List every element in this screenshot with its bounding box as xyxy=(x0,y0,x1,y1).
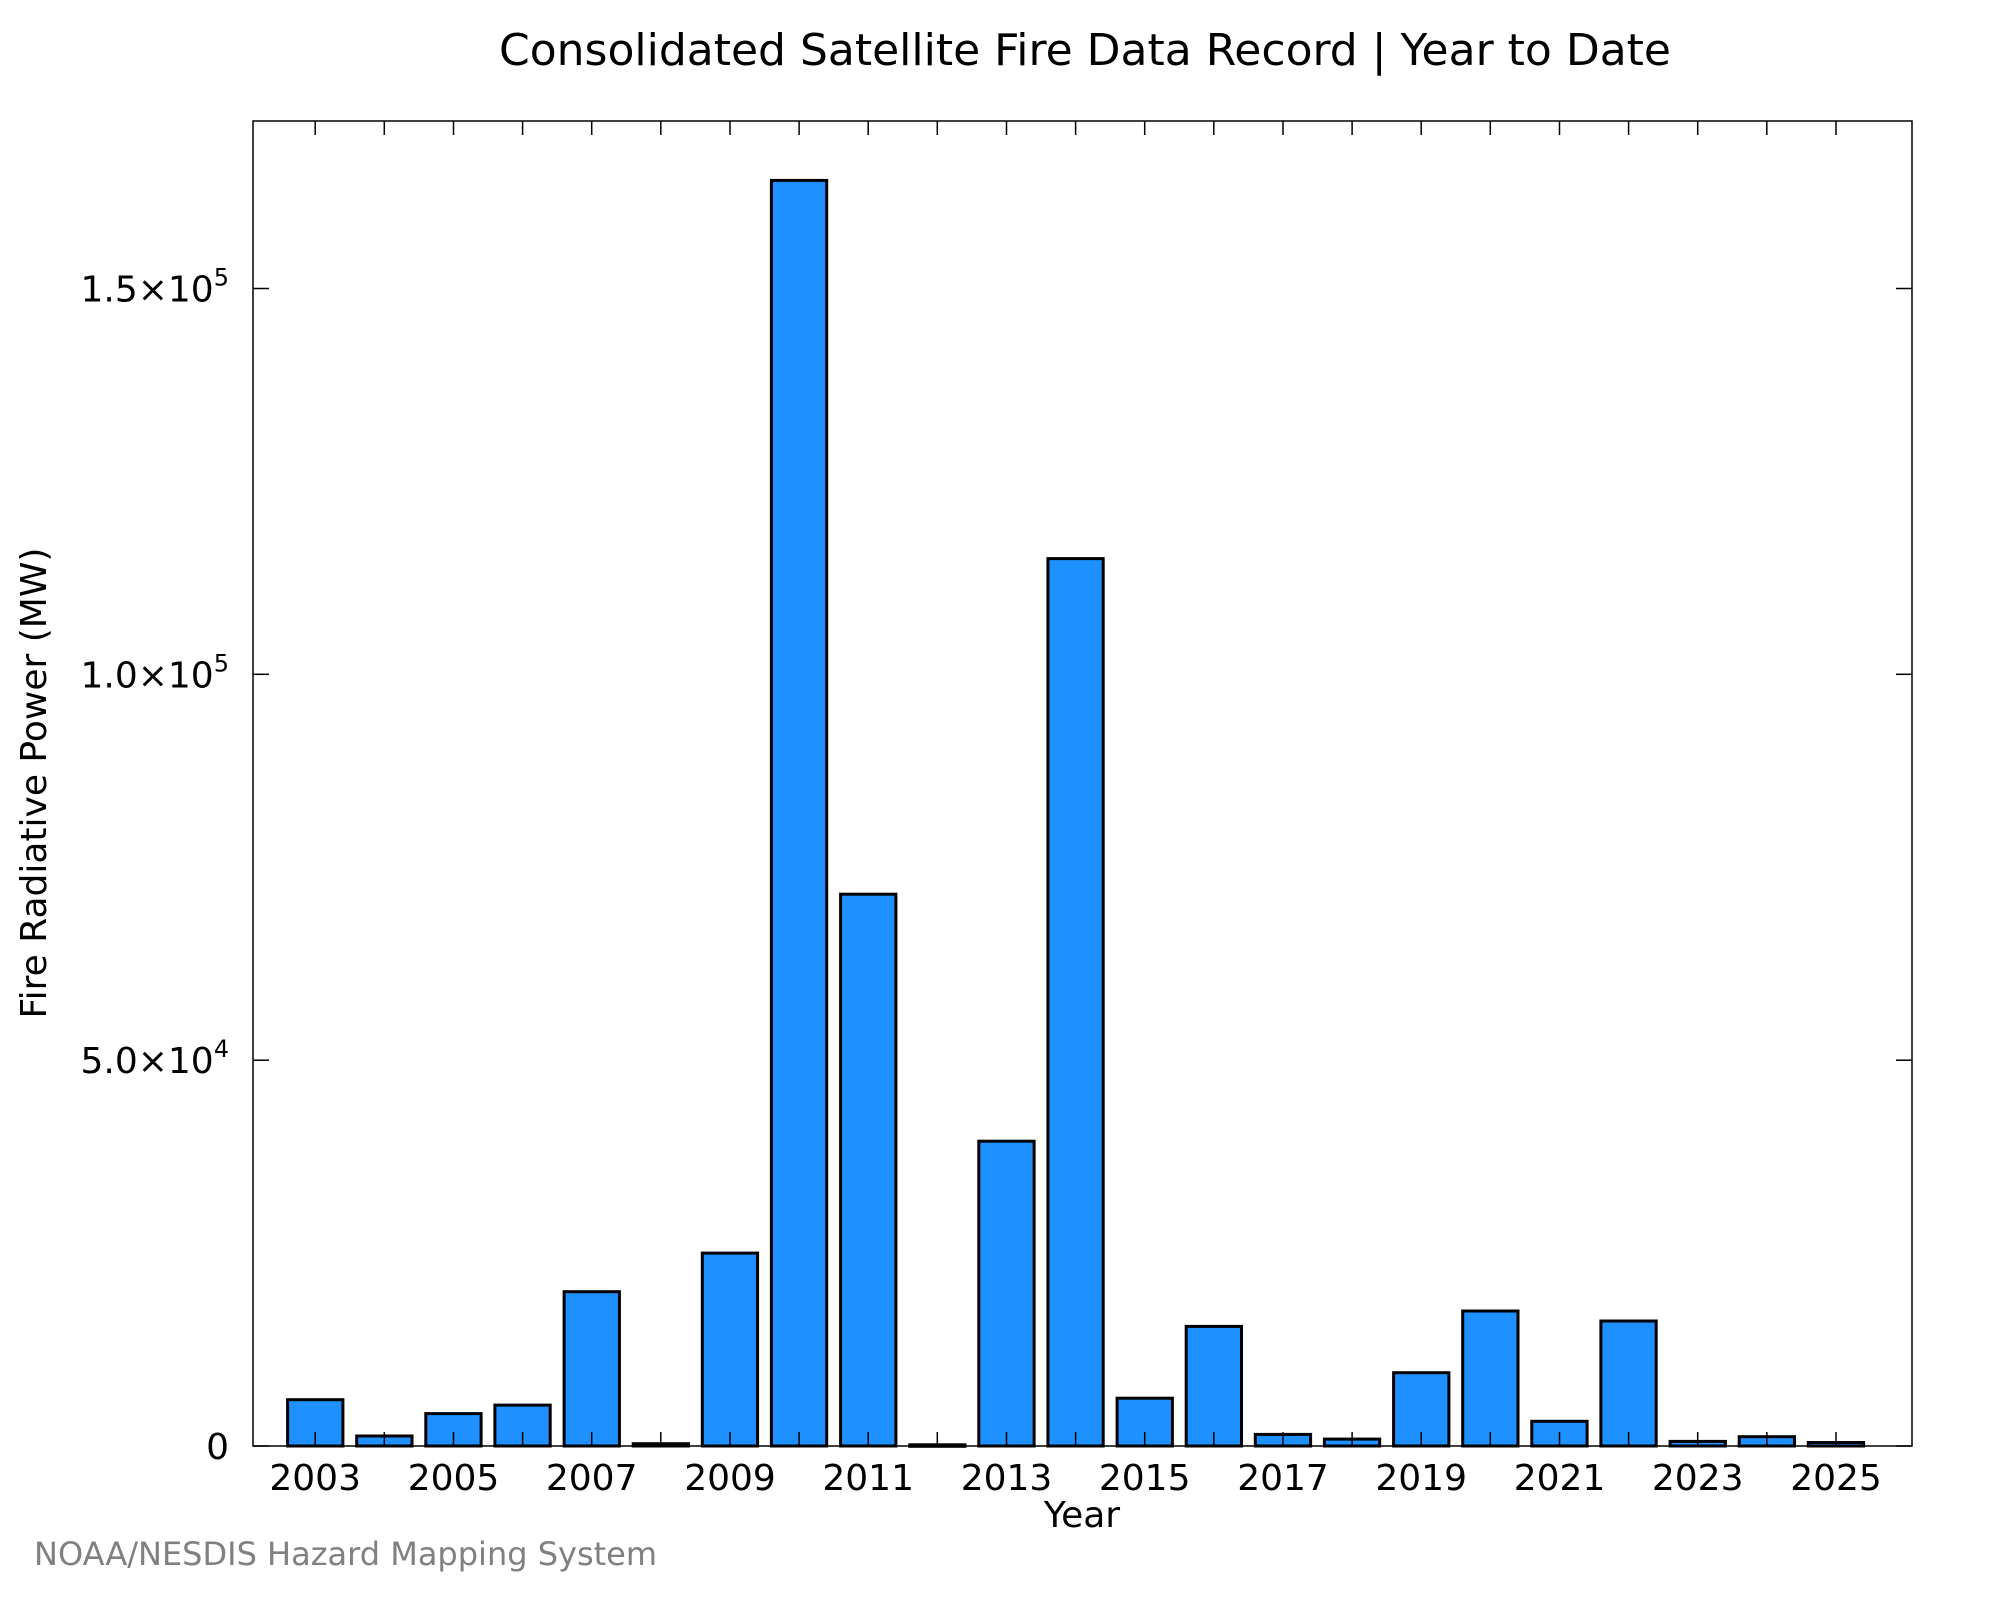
y-axis-label: Fire Radiative Power (MW) xyxy=(14,548,55,1019)
y-tick-label-100000: 1.0×105 xyxy=(80,649,229,696)
chart-title: Consolidated Satellite Fire Data Record … xyxy=(499,25,1671,76)
bar-2011 xyxy=(839,892,898,1448)
x-tick-label-2023: 2023 xyxy=(1652,1458,1744,1499)
y-tick-label-50000: 5.0×104 xyxy=(80,1035,229,1082)
x-tick-label-2011: 2011 xyxy=(822,1458,914,1499)
y-tick-label-0: 0 xyxy=(206,1427,229,1468)
x-tick-label-2013: 2013 xyxy=(961,1458,1053,1499)
bar-2016 xyxy=(1184,1324,1243,1448)
bar-2022 xyxy=(1599,1319,1658,1448)
x-tick-label-2003: 2003 xyxy=(269,1458,361,1499)
x-tick-label-2021: 2021 xyxy=(1514,1458,1606,1499)
bar-2010 xyxy=(769,178,829,1448)
x-tick-label-2005: 2005 xyxy=(408,1458,500,1499)
bar-2009 xyxy=(700,1251,760,1448)
x-tick-label-2007: 2007 xyxy=(546,1458,638,1499)
bar-2020 xyxy=(1461,1309,1520,1448)
credit-text: NOAA/NESDIS Hazard Mapping System xyxy=(34,1535,658,1573)
x-tick-label-2025: 2025 xyxy=(1790,1458,1882,1499)
bars-group xyxy=(286,178,1866,1448)
bar-2015 xyxy=(1115,1396,1174,1448)
x-tick-label-2015: 2015 xyxy=(1099,1458,1191,1499)
bar-2007 xyxy=(562,1290,621,1448)
x-axis-label: Year xyxy=(1043,1495,1120,1536)
x-tick-label-2017: 2017 xyxy=(1237,1458,1329,1499)
bar-2014 xyxy=(1046,557,1105,1448)
y-tick-label-150000: 1.5×105 xyxy=(80,264,229,311)
x-tick-labels: 2003 2005 2007 2009 2011 2013 2015 2017 2019 2021… xyxy=(269,1458,1881,1499)
x-tick-label-2019: 2019 xyxy=(1375,1458,1467,1499)
ticks-group xyxy=(253,121,1912,1447)
plot-frame xyxy=(252,120,1913,1447)
y-tick-labels: 0 5.0×104 1.0×105 1.5×105 xyxy=(80,264,229,1469)
x-tick-label-2009: 2009 xyxy=(684,1458,776,1499)
bar-2013 xyxy=(977,1139,1036,1448)
